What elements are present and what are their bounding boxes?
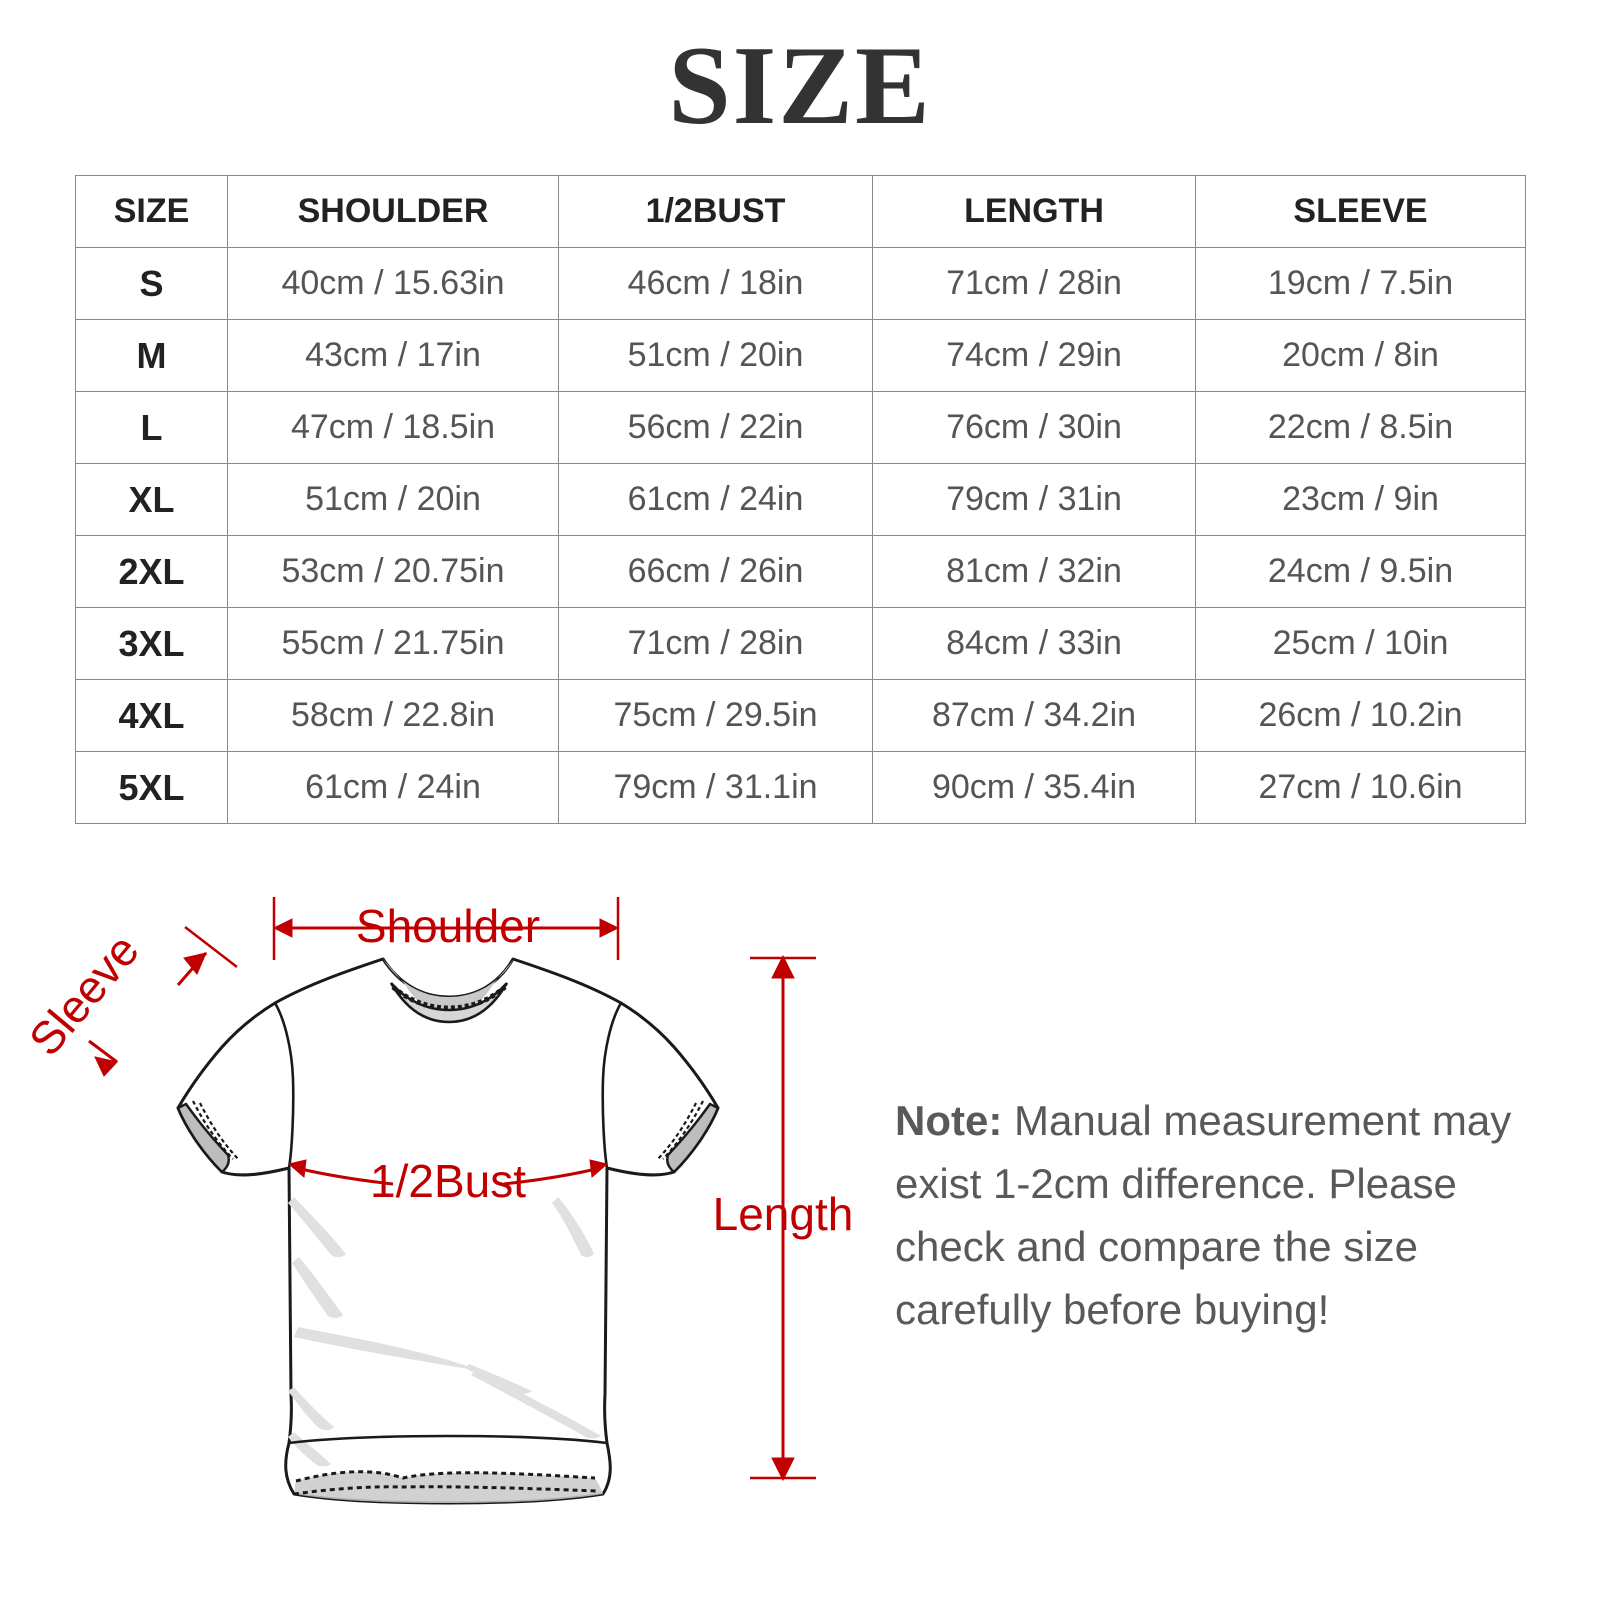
svg-text:1/2Bust: 1/2Bust <box>370 1155 526 1207</box>
svg-text:check and compare the size: check and compare the size <box>895 1223 1418 1270</box>
svg-text:carefully before buying!: carefully before buying! <box>895 1286 1329 1333</box>
svg-text:Sleeve: Sleeve <box>19 924 149 1065</box>
svg-text:Shoulder: Shoulder <box>356 900 540 952</box>
svg-text:exist 1-2cm difference. Please: exist 1-2cm difference. Please <box>895 1160 1457 1207</box>
svg-text:Note: Manual measurement may: Note: Manual measurement may <box>895 1097 1511 1144</box>
svg-text:Length: Length <box>713 1188 854 1240</box>
